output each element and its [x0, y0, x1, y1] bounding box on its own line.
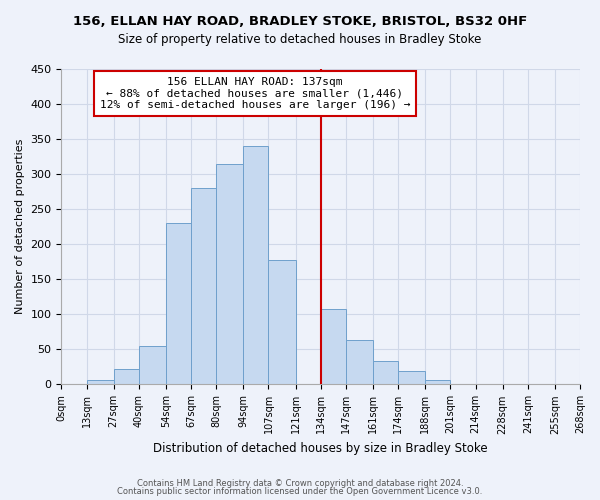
- Text: Contains public sector information licensed under the Open Government Licence v3: Contains public sector information licen…: [118, 487, 482, 496]
- Bar: [398, 371, 425, 384]
- Bar: [86, 380, 113, 384]
- X-axis label: Distribution of detached houses by size in Bradley Stoke: Distribution of detached houses by size …: [154, 442, 488, 455]
- Text: Size of property relative to detached houses in Bradley Stoke: Size of property relative to detached ho…: [118, 32, 482, 46]
- Y-axis label: Number of detached properties: Number of detached properties: [15, 139, 25, 314]
- Bar: [243, 146, 268, 384]
- Bar: [166, 223, 191, 384]
- Bar: [425, 380, 451, 384]
- Bar: [268, 260, 296, 384]
- Bar: [321, 308, 346, 384]
- Bar: [191, 188, 216, 384]
- Bar: [373, 362, 398, 384]
- Text: 156 ELLAN HAY ROAD: 137sqm
← 88% of detached houses are smaller (1,446)
12% of s: 156 ELLAN HAY ROAD: 137sqm ← 88% of deta…: [100, 77, 410, 110]
- Bar: [216, 164, 243, 384]
- Bar: [113, 369, 139, 384]
- Bar: [139, 346, 166, 385]
- Text: Contains HM Land Registry data © Crown copyright and database right 2024.: Contains HM Land Registry data © Crown c…: [137, 478, 463, 488]
- Text: 156, ELLAN HAY ROAD, BRADLEY STOKE, BRISTOL, BS32 0HF: 156, ELLAN HAY ROAD, BRADLEY STOKE, BRIS…: [73, 15, 527, 28]
- Bar: [346, 340, 373, 384]
